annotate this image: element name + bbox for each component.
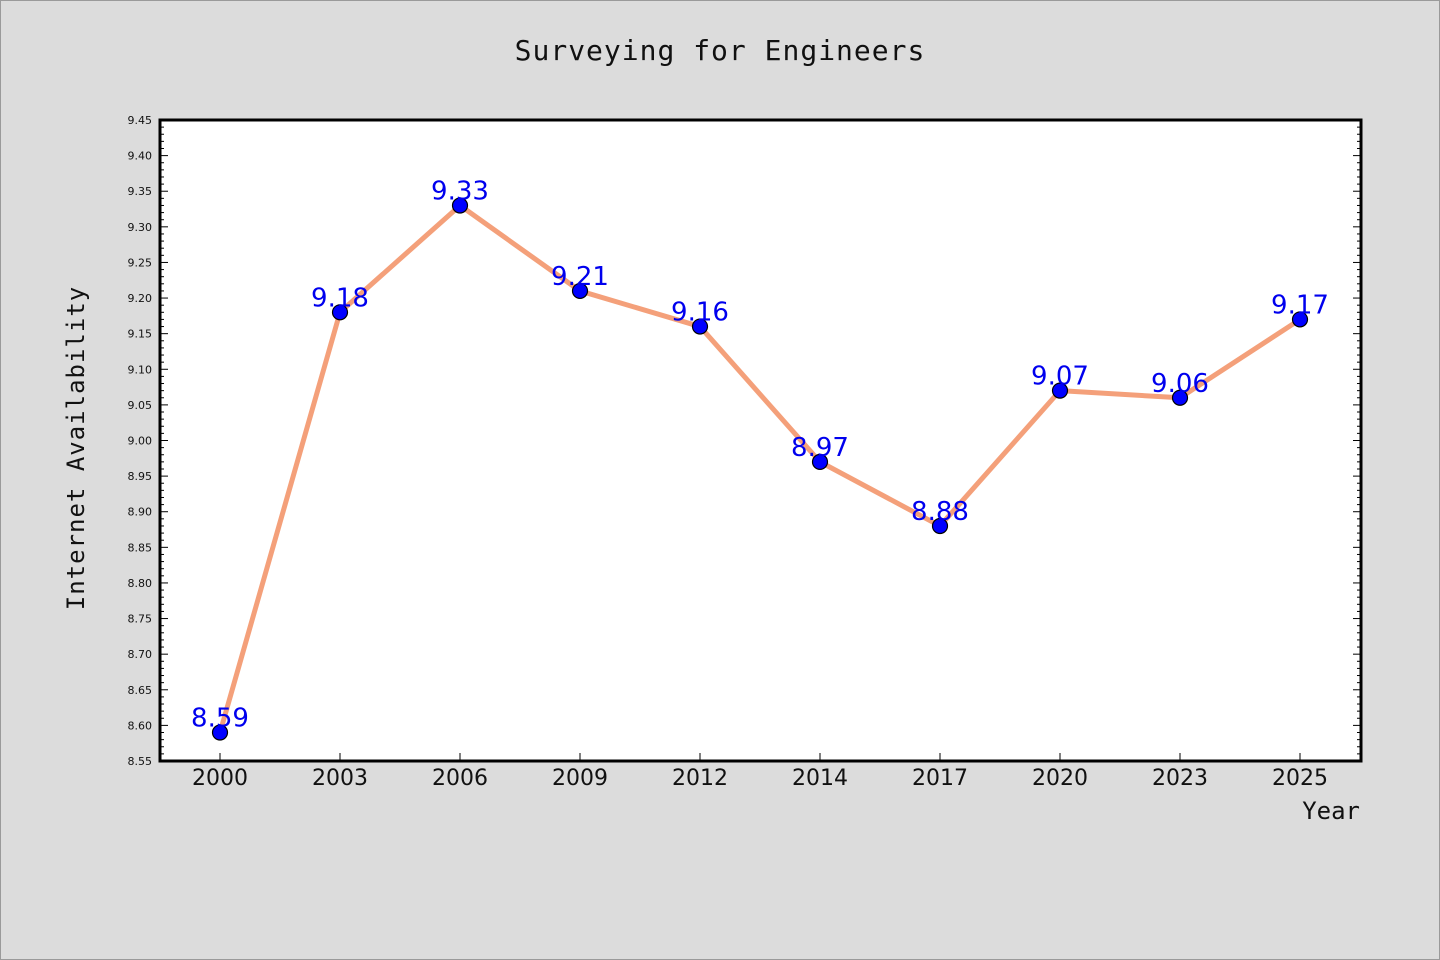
y-tick-label: 9.00	[128, 435, 153, 448]
data-label: 9.07	[1031, 362, 1089, 392]
y-tick-label: 8.95	[128, 470, 153, 483]
y-tick-label: 9.15	[128, 328, 153, 341]
y-tick-label: 9.40	[128, 150, 153, 163]
data-label: 9.17	[1271, 290, 1329, 320]
y-tick-label: 8.80	[128, 577, 153, 590]
data-label: 8.59	[191, 704, 249, 734]
chart-title: Surveying for Engineers	[514, 34, 926, 67]
y-tick-label: 8.90	[128, 506, 153, 519]
plot-area	[158, 118, 1363, 763]
x-tick-label: 2000	[192, 766, 248, 791]
y-tick-label: 9.25	[128, 256, 153, 269]
y-tick-label: 8.75	[128, 613, 153, 626]
data-label: 9.21	[551, 262, 609, 292]
data-point	[331, 304, 349, 321]
data-point	[931, 517, 949, 535]
y-tick-label: 9.10	[128, 363, 153, 376]
y-tick-label: 8.55	[128, 755, 153, 768]
y-tick-label: 8.85	[128, 541, 153, 554]
series-line	[217, 202, 1302, 734]
x-tick-label: 2009	[552, 766, 608, 791]
data-point	[811, 453, 829, 470]
data-point	[571, 282, 589, 300]
y-axis: 8.55 8.60 8.65 8.70 8.75 8.80 8.85 8.90 8.95 9.00…	[128, 114, 1361, 768]
y-tick-label: 8.60	[128, 719, 153, 732]
x-axis-label: Year	[1302, 797, 1360, 825]
data-point	[1051, 382, 1069, 399]
x-tick-label: 2023	[1152, 766, 1208, 791]
data-point	[691, 318, 709, 335]
y-tick-label: 9.35	[128, 185, 153, 198]
data-point	[211, 724, 229, 741]
data-label: 8.88	[911, 497, 969, 527]
y-tick-label: 9.30	[128, 221, 153, 234]
data-label: 9.18	[311, 283, 369, 313]
y-tick-label: 8.65	[128, 684, 153, 697]
y-tick-label: 8.70	[128, 648, 153, 661]
x-tick-label: 2014	[792, 766, 848, 791]
data-label: 9.06	[1151, 369, 1209, 399]
data-point	[1291, 311, 1309, 328]
data-label: 9.16	[671, 298, 729, 328]
data-point	[1171, 389, 1189, 406]
y-tick-label: 9.05	[128, 399, 153, 412]
y-tick-label: 9.45	[128, 114, 153, 127]
x-tick-label: 2006	[432, 766, 488, 791]
y-tick-label: 9.20	[128, 292, 153, 305]
x-tick-label: 2025	[1272, 766, 1328, 791]
series-group: 8.59 9.18 9.33 9.21 9.16 8.97 8.88 9.07 9.06 9.17	[191, 176, 1329, 741]
x-tick-label: 2020	[1032, 766, 1088, 791]
data-label: 8.97	[791, 433, 849, 463]
x-tick-label: 2003	[312, 766, 368, 791]
x-axis: 2000 2003 2006 2009 2012 2014 2017 2020 2023 2025	[192, 753, 1328, 791]
data-label: 9.33	[431, 176, 489, 206]
data-point	[451, 197, 469, 214]
x-tick-label: 2012	[672, 766, 728, 791]
x-tick-label: 2017	[912, 766, 968, 791]
